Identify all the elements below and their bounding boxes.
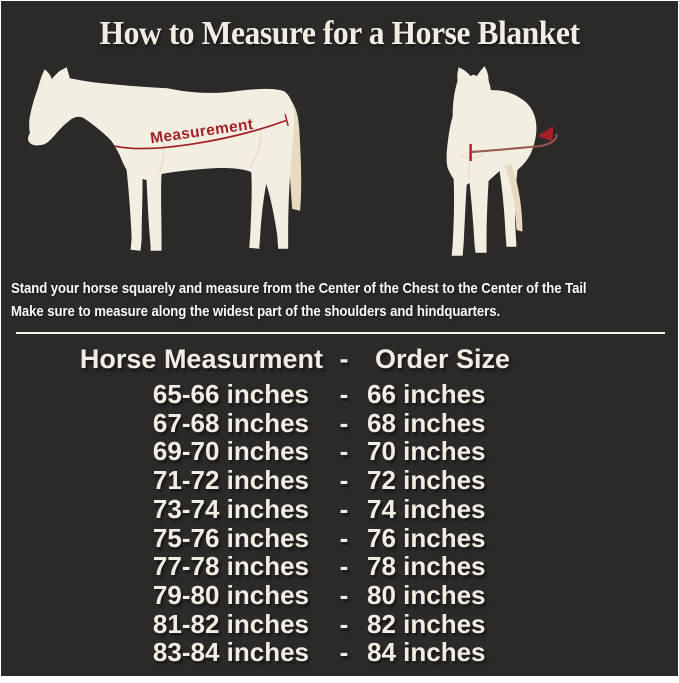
- order-size-value: 78 inches: [367, 551, 486, 582]
- page-title: How to Measure for a Horse Blanket: [99, 15, 580, 52]
- table-row: 65-66 inches - 66 inches: [1, 380, 678, 409]
- table-row: 69-70 inches - 70 inches: [1, 437, 678, 466]
- order-size-value: 84 inches: [367, 637, 486, 668]
- row-separator: -: [339, 608, 349, 639]
- table-row: 77-78 inches - 78 inches: [1, 552, 678, 581]
- horse-measurement-value: 77-78 inches: [152, 551, 309, 582]
- size-table-rows: 65-66 inches - 66 inches 67-68 inches - …: [1, 380, 678, 667]
- order-size-value: 66 inches: [367, 379, 486, 409]
- order-size-value: 76 inches: [367, 522, 486, 553]
- table-row: 79-80 inches - 80 inches: [1, 581, 678, 610]
- horse-measurement-value: 81-82 inches: [152, 608, 309, 639]
- row-separator: -: [339, 493, 349, 524]
- front-horse-tail-shape: [504, 163, 523, 232]
- table-row: 83-84 inches - 84 inches: [1, 638, 678, 667]
- instructions-line-1: Stand your horse squarely and measure fr…: [11, 280, 587, 297]
- measurement-arc: [114, 119, 288, 150]
- table-row: 67-68 inches - 68 inches: [1, 409, 678, 438]
- table-row: 73-74 inches - 74 inches: [1, 495, 678, 524]
- horse-measurement-value: 67-68 inches: [152, 407, 309, 438]
- row-separator: -: [339, 436, 349, 467]
- measurement-column-header: Horse Measurment: [79, 344, 323, 374]
- row-separator: -: [339, 551, 349, 582]
- row-separator: -: [339, 379, 349, 409]
- measurement-arc-end-tick: [284, 113, 289, 127]
- horse-measurement-value: 79-80 inches: [152, 579, 309, 610]
- size-column-header: Order Size: [375, 344, 511, 374]
- horse-measurement-value: 71-72 inches: [152, 465, 309, 496]
- side-horse-shading: [158, 129, 262, 174]
- order-size-value: 80 inches: [367, 579, 486, 610]
- row-separator: -: [339, 407, 349, 438]
- girth-arrow-head: [537, 126, 554, 142]
- header-separator: -: [339, 344, 349, 374]
- order-size-value: 68 inches: [367, 407, 486, 438]
- horse-measurement-value: 75-76 inches: [152, 522, 309, 553]
- divider-line: [16, 332, 665, 334]
- order-size-value: 74 inches: [367, 493, 486, 524]
- instructions-line-2: Make sure to measure along the widest pa…: [11, 303, 501, 320]
- girth-arrow-line: [471, 133, 558, 154]
- horse-measurement-value: 65-66 inches: [152, 379, 309, 409]
- table-row: 81-82 inches - 82 inches: [1, 608, 678, 639]
- horse-measurement-value: 69-70 inches: [152, 436, 309, 467]
- instructions-text: Stand your horse squarely and measure fr…: [11, 277, 674, 323]
- measurement-illustration: Measurement: [28, 66, 558, 256]
- table-row: 75-76 inches - 76 inches: [1, 522, 678, 553]
- size-table-header: Horse Measurment - Order Size: [1, 342, 678, 376]
- horse-measurement-value: 83-84 inches: [152, 637, 309, 668]
- table-row: 71-72 inches - 72 inches: [1, 466, 678, 495]
- row-separator: -: [339, 522, 349, 553]
- front-horse-head: [452, 66, 494, 143]
- order-size-value: 82 inches: [367, 608, 486, 639]
- order-size-value: 72 inches: [367, 465, 486, 496]
- row-separator: -: [339, 637, 349, 668]
- side-horse-silhouette: [28, 67, 295, 251]
- row-separator: -: [339, 465, 349, 496]
- order-size-value: 70 inches: [367, 436, 486, 467]
- row-separator: -: [339, 579, 349, 610]
- horse-measurement-value: 73-74 inches: [152, 493, 309, 524]
